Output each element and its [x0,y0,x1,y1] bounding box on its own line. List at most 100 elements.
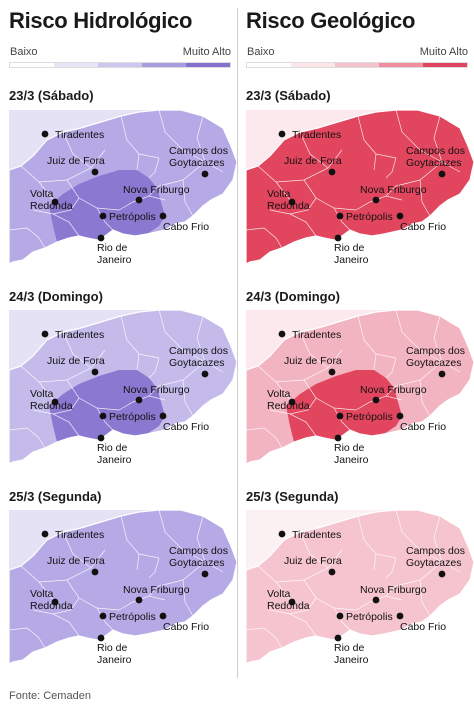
municipal-border-line [433,515,461,573]
city-label: Redonda [267,200,310,212]
municipal-border-line [136,553,140,571]
city-label: Nova Friburgo [123,184,190,196]
city-label: Janeiro [334,654,369,666]
municipal-border-line [333,407,351,431]
high-risk-region [49,170,165,242]
city-marker [135,196,143,204]
municipal-border-line [385,557,397,579]
city-marker [372,596,380,604]
municipal-border-line [289,397,317,415]
municipal-border-line [148,361,206,397]
city-label: Goytacazes [406,557,461,569]
city-marker [396,412,404,420]
day-label: 25/3 (Segunda) [9,489,102,504]
city-label: Janeiro [334,454,369,466]
city-label: Janeiro [97,454,132,466]
ocean-area [159,510,237,562]
city-label: Janeiro [97,654,132,666]
municipal-border-line [148,357,160,379]
city-label: Rio de [334,642,365,654]
city-label: Campos dos [406,345,465,357]
city-marker [91,168,99,176]
legend-color-scale [246,62,468,68]
city-label: Petrópolis [346,611,393,623]
city-marker [97,434,105,442]
municipal-borders [9,510,224,649]
risk-map: Tiradentes Juiz de Fora Campos dos Goytacaz… [9,310,237,466]
municipal-border-line [289,597,317,615]
city-label: Goytacazes [169,157,224,169]
municipal-border-line [62,131,92,169]
ocean-area [9,162,237,266]
municipal-border-line [289,197,317,215]
municipal-border-line [148,557,160,579]
municipal-border-line [182,179,194,217]
risk-map: Tiradentes Juiz de Fora Campos dos Goytacaz… [246,510,474,666]
legend-swatch-3 [98,63,142,67]
city-marker [278,330,286,338]
municipal-border-line [148,157,160,179]
municipal-border-line [333,607,351,631]
municipal-border-line [333,207,351,231]
municipal-border-line [38,349,106,383]
state-outline [9,310,237,465]
city-marker [91,368,99,376]
city-marker [41,130,49,138]
city-label: Volta [30,188,54,200]
ocean-area [9,562,237,666]
municipal-borders [246,510,461,649]
municipal-border-line [433,315,461,373]
municipal-border-line [373,153,377,171]
city-marker [336,212,344,220]
municipal-border-line [395,510,443,563]
city-marker [159,612,167,620]
city-label: Cabo Frio [400,621,446,633]
city-marker [278,130,286,138]
city-marker [159,212,167,220]
municipal-border-line [303,379,357,411]
city-marker [372,396,380,404]
panel-hidrologico: Risco Hidrológico Baixo Muito Alto 23/3 … [9,0,239,690]
municipal-borders [9,110,224,249]
city-label: Rio de [97,642,128,654]
municipal-border-line [32,209,80,237]
city-marker [334,234,342,242]
municipal-border-line [269,609,317,637]
city-label: Goytacazes [406,157,461,169]
municipal-border-line [299,131,329,169]
municipal-border-line [96,407,114,431]
city-label: Redonda [30,600,73,612]
municipal-border-line [158,110,206,163]
municipal-border-line [303,179,357,211]
city-label: Janeiro [97,254,132,266]
city-label: Nova Friburgo [123,384,190,396]
municipal-border-line [275,549,343,583]
city-marker [135,596,143,604]
map-svg: Tiradentes Juiz de Fora Campos dosGoytacaz… [9,310,237,466]
city-marker [438,570,446,578]
column-divider [237,8,238,678]
city-marker [99,612,107,620]
city-marker [396,612,404,620]
state-outline [246,110,474,265]
municipal-border-line [385,161,443,197]
city-label: Redonda [267,400,310,412]
municipal-border-line [120,315,160,359]
city-label: Juiz de Fora [47,355,105,367]
municipal-border-line [9,227,46,249]
panel-title: Risco Hidrológico [9,8,193,33]
municipal-border-line [395,110,443,163]
municipal-border-line [182,579,194,617]
legend-low-label: Baixo [10,46,38,58]
legend-swatch-4 [142,63,186,67]
municipal-border-line [52,197,80,215]
map-svg: Tiradentes Juiz de Fora Campos dosGoytacaz… [246,310,474,466]
day-label: 25/3 (Segunda) [246,489,339,504]
city-marker [328,168,336,176]
city-marker [336,412,344,420]
ocean-area [396,310,474,362]
municipal-border-line [158,310,206,363]
municipal-border-line [96,207,114,231]
state-outline [9,110,237,265]
city-label: Tiradentes [292,329,341,341]
